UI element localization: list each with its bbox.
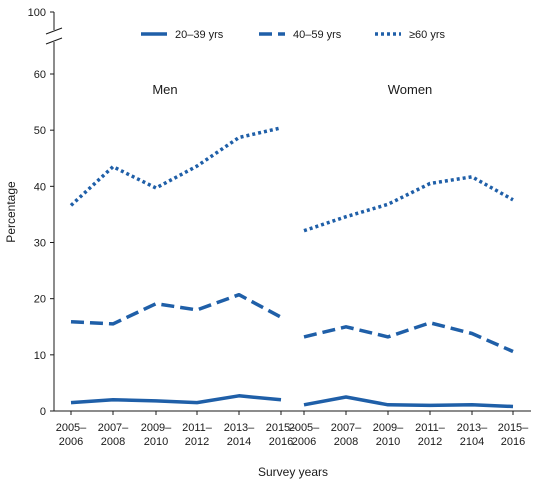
legend-label: ≥60 yrs [409, 29, 445, 41]
x-tick-label: 2013– [224, 422, 255, 434]
panel-women: Women [303, 82, 514, 409]
x-tick-label: 2007– [331, 422, 362, 434]
x-tick-label: 2012 [185, 436, 209, 448]
y-tick-label: 100 [28, 7, 46, 19]
panel-label: Women [388, 82, 433, 97]
x-axis-title: Survey years [258, 465, 328, 479]
x-tick-label: 2010 [144, 436, 168, 448]
legend-label: 40–59 yrs [293, 29, 342, 41]
x-tick-label: 2005– [56, 422, 87, 434]
panels: Men Women [69, 82, 514, 409]
series-line [303, 395, 514, 409]
x-tick-label: 2015– [498, 422, 529, 434]
x-tick-label: 2007– [98, 422, 129, 434]
x-tick-label: 2010 [376, 436, 400, 448]
x-tick-label: 2008 [101, 436, 125, 448]
x-tick-label: 2016 [269, 436, 293, 448]
series-line [303, 321, 514, 354]
x-tick-label: 2015– [266, 422, 297, 434]
axis-break-mark [45, 37, 63, 45]
x-tick-label: 2013– [457, 422, 488, 434]
x-tick-label: 2006 [292, 436, 316, 448]
y-tick-label: 10 [34, 350, 46, 362]
x-tick-label: 2009– [373, 422, 404, 434]
series-line [70, 292, 282, 326]
x-tick-label: 2012 [418, 436, 442, 448]
panel-men: Men [69, 82, 282, 405]
x-tick-label: 2011– [415, 422, 446, 434]
y-axis-title: Percentage [4, 181, 18, 243]
axes: 0 10 20 30 40 50 60 100 2005– 2006 2007– 2008 2009– 2… [28, 7, 531, 448]
x-tick-label: 2016 [501, 436, 525, 448]
x-tick-label: 2009– [141, 422, 172, 434]
legend-label: 20–39 yrs [175, 29, 224, 41]
y-tick-label: 50 [34, 125, 46, 137]
legend: 20–39 yrs 40–59 yrs ≥60 yrs [141, 29, 445, 41]
x-tick-label: 2005– [289, 422, 320, 434]
x-tick-label: 2011– [182, 422, 213, 434]
x-tick-label: 2014 [227, 436, 251, 448]
y-tick-label: 60 [34, 69, 46, 81]
x-tick-label: 2006 [59, 436, 83, 448]
y-tick-label: 40 [34, 181, 46, 193]
series-line [69, 126, 282, 207]
y-tick-label: 30 [34, 238, 46, 250]
series-line [70, 394, 282, 405]
y-tick-label: 20 [34, 294, 46, 306]
x-tick-label: 2008 [334, 436, 358, 448]
x-tick-label: 2104 [460, 436, 484, 448]
series-line [303, 175, 514, 233]
y-tick-label: 0 [40, 406, 46, 418]
panel-label: Men [152, 82, 177, 97]
axis-break-mark [45, 27, 63, 35]
